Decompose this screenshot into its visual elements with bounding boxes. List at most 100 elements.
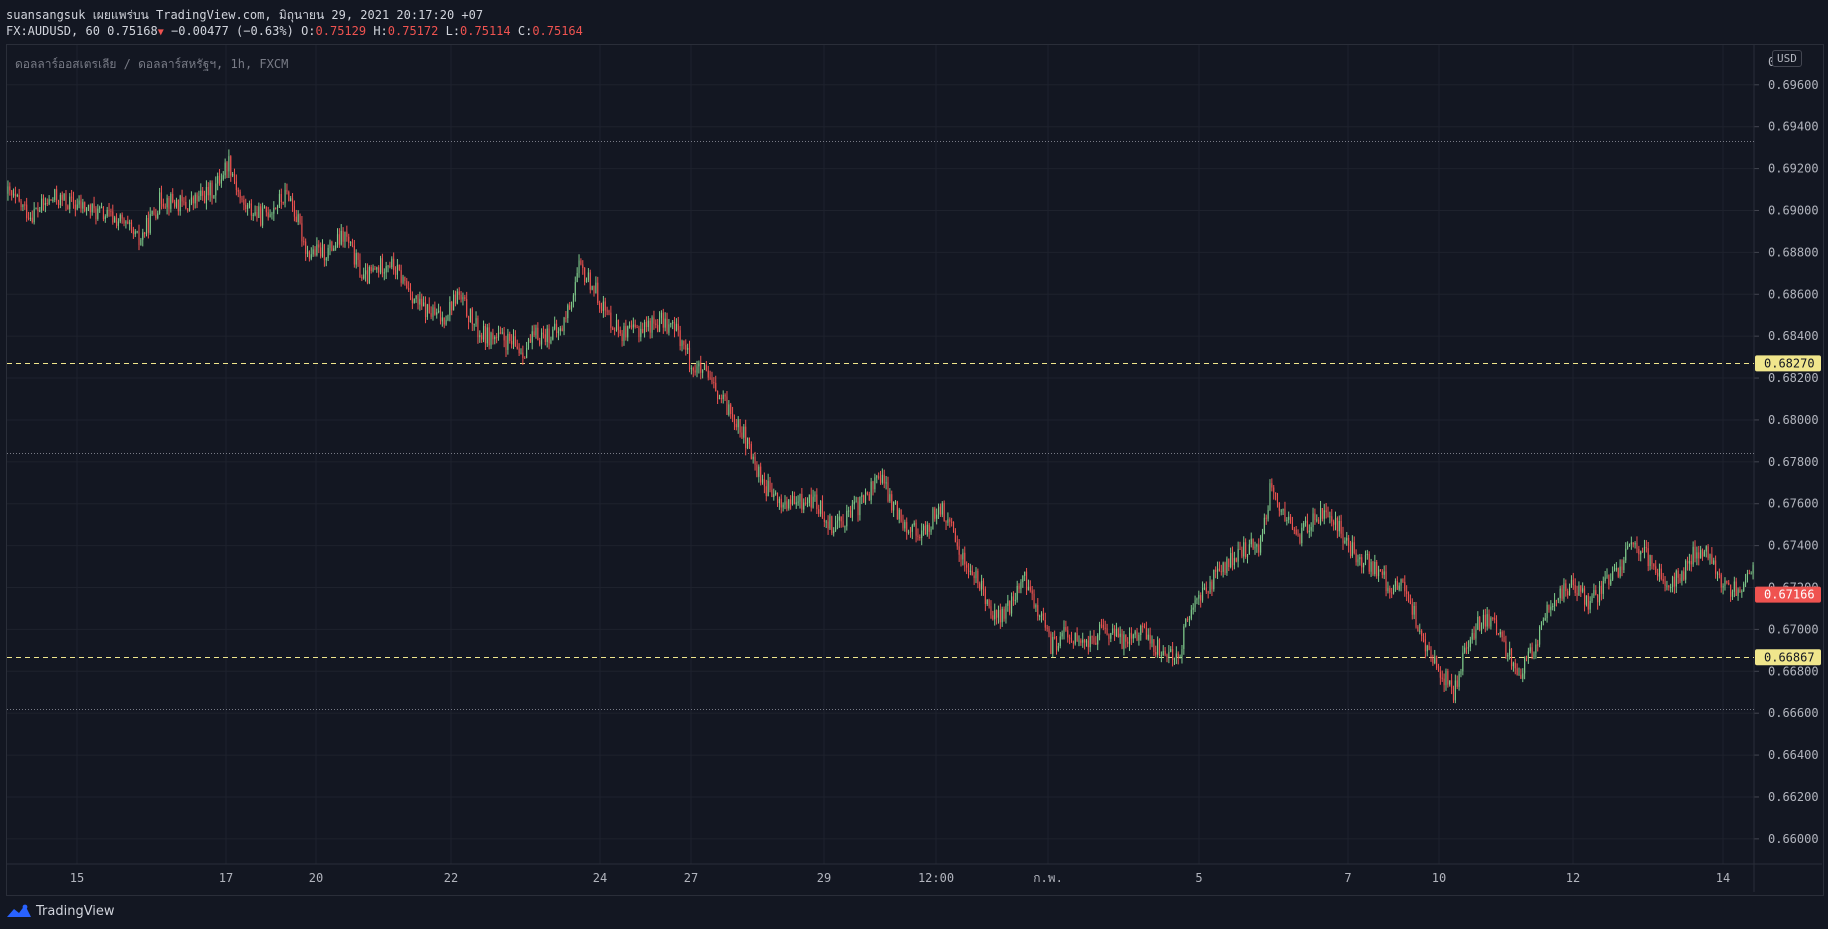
candle-body bbox=[1359, 557, 1361, 560]
y-tick-label: 0.67000 bbox=[1768, 622, 1819, 636]
candle-body bbox=[351, 242, 354, 246]
candle-body bbox=[947, 519, 949, 523]
candle-body bbox=[1445, 670, 1447, 686]
candle-body bbox=[220, 179, 222, 184]
y-tick-label: 0.66600 bbox=[1768, 706, 1819, 720]
candle-body bbox=[896, 501, 898, 520]
candle-body bbox=[638, 327, 640, 338]
candle-body bbox=[1400, 579, 1402, 586]
candle-body bbox=[1308, 530, 1310, 533]
candle-body bbox=[975, 570, 977, 579]
candle-body bbox=[1507, 655, 1509, 657]
candle-body bbox=[681, 340, 683, 347]
candle-body bbox=[1505, 641, 1507, 657]
candle-body bbox=[434, 307, 436, 315]
candle-body bbox=[1370, 562, 1372, 572]
candle-body bbox=[1701, 549, 1704, 557]
candle-body bbox=[1213, 569, 1215, 590]
candle-body bbox=[574, 282, 576, 296]
candle-body bbox=[157, 213, 159, 219]
candle-body bbox=[1112, 628, 1114, 634]
candle-body bbox=[213, 195, 215, 198]
candle-body bbox=[1231, 553, 1234, 566]
x-tick-label: 29 bbox=[817, 871, 831, 885]
candle-body bbox=[771, 489, 773, 498]
candle-body bbox=[1623, 560, 1625, 570]
candle-body bbox=[177, 199, 179, 212]
candle-body bbox=[1582, 588, 1584, 592]
candle-body bbox=[864, 492, 867, 503]
y-tick-label: 0.68800 bbox=[1768, 245, 1819, 259]
candle-body bbox=[1391, 592, 1393, 594]
candle-body bbox=[1595, 590, 1597, 595]
candle-body bbox=[1029, 586, 1031, 591]
candle-body bbox=[1612, 570, 1614, 580]
candle-body bbox=[115, 217, 118, 226]
candle-body bbox=[973, 575, 975, 579]
candle-body bbox=[632, 324, 634, 328]
candle-body bbox=[1127, 641, 1129, 644]
candle-body bbox=[1383, 571, 1385, 575]
candle-body bbox=[127, 221, 129, 224]
candle-body bbox=[87, 205, 90, 209]
candle-body bbox=[585, 279, 588, 282]
candle-body bbox=[1097, 634, 1099, 645]
candle-body bbox=[1246, 554, 1249, 558]
candle-body bbox=[801, 494, 803, 510]
candle-body bbox=[1692, 546, 1694, 565]
candle-body bbox=[1009, 600, 1011, 614]
candle-body bbox=[732, 413, 734, 417]
candle-body bbox=[14, 193, 16, 197]
candle-body bbox=[1718, 573, 1720, 575]
candle-body bbox=[1297, 534, 1299, 536]
candle-body bbox=[657, 324, 659, 332]
candle-body bbox=[59, 194, 61, 206]
candle-body bbox=[1291, 522, 1294, 530]
candle-body bbox=[288, 191, 290, 202]
tradingview-logo[interactable]: TradingView bbox=[6, 903, 115, 919]
candle-body bbox=[67, 205, 69, 210]
candle-body bbox=[42, 198, 45, 205]
candle-body bbox=[535, 327, 537, 336]
candle-body bbox=[1752, 565, 1754, 574]
candle-body bbox=[902, 521, 904, 529]
candle-body bbox=[1072, 642, 1074, 644]
candle-body bbox=[391, 258, 393, 268]
candle-body bbox=[559, 328, 561, 331]
candle-body bbox=[911, 525, 913, 532]
candle-body bbox=[490, 333, 492, 346]
candle-body bbox=[432, 307, 434, 317]
candle-body bbox=[1265, 517, 1267, 519]
candle-body bbox=[370, 267, 372, 271]
candle-body bbox=[1216, 568, 1219, 572]
candle-body bbox=[482, 325, 485, 340]
candle-body bbox=[1065, 627, 1067, 631]
candle-body bbox=[863, 495, 865, 503]
candle-body bbox=[29, 217, 31, 220]
candle-body bbox=[149, 214, 151, 233]
candle-body bbox=[1046, 627, 1048, 629]
currency-badge[interactable]: USD bbox=[1772, 50, 1802, 67]
symbol-label[interactable]: FX:AUDUSD, 60 bbox=[6, 24, 100, 38]
y-tick-label: 0.68200 bbox=[1768, 371, 1819, 385]
candle-body bbox=[1426, 645, 1428, 652]
x-tick-label: 7 bbox=[1344, 871, 1351, 885]
candle-body bbox=[110, 210, 112, 212]
candle-body bbox=[1735, 581, 1737, 596]
candle-body bbox=[78, 200, 80, 205]
candle-body bbox=[1293, 529, 1295, 531]
candle-body bbox=[569, 305, 571, 310]
candle-body bbox=[209, 182, 211, 196]
candle-body bbox=[752, 456, 754, 460]
candle-body bbox=[1434, 656, 1436, 664]
candle-body bbox=[248, 203, 251, 205]
candle-body bbox=[1535, 644, 1537, 654]
pane-title: ดอลลาร์ออสเตรเลีย / ดอลลาร์สหรัฐฯ, 1h, F… bbox=[15, 57, 289, 71]
candle-body bbox=[423, 302, 425, 307]
candle-body bbox=[1323, 510, 1325, 519]
candle-body bbox=[1185, 619, 1187, 627]
candle-body bbox=[597, 282, 599, 304]
candle-body bbox=[484, 325, 486, 344]
candle-body bbox=[74, 204, 76, 210]
